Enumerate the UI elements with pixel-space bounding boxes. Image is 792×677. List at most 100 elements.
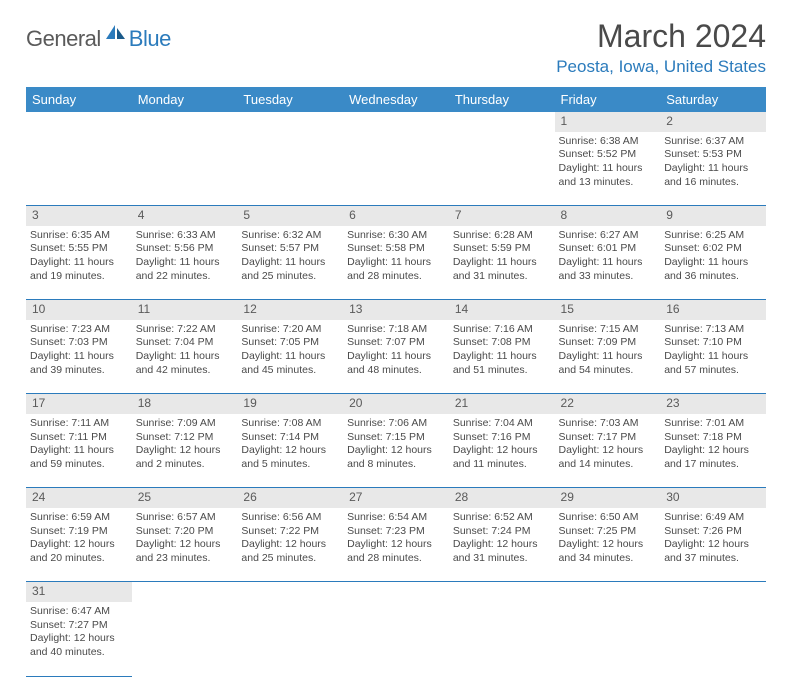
day-cell: Sunrise: 7:13 AMSunset: 7:10 PMDaylight:… [660,320,766,394]
day1-text: Daylight: 11 hours [559,256,657,270]
day-number: 17 [26,394,132,414]
day2-text: and 25 minutes. [241,552,339,566]
sunrise-text: Sunrise: 7:16 AM [453,323,551,337]
day-cell [132,602,238,676]
day-cell: Sunrise: 6:59 AMSunset: 7:19 PMDaylight:… [26,508,132,582]
day-cell: Sunrise: 6:54 AMSunset: 7:23 PMDaylight:… [343,508,449,582]
day1-text: Daylight: 11 hours [136,256,234,270]
day2-text: and 31 minutes. [453,270,551,284]
day2-text: and 36 minutes. [664,270,762,284]
sunrise-text: Sunrise: 6:50 AM [559,511,657,525]
day1-text: Daylight: 12 hours [559,538,657,552]
sunset-text: Sunset: 7:17 PM [559,431,657,445]
day-number: 28 [449,488,555,508]
day-number: 14 [449,300,555,320]
day2-text: and 57 minutes. [664,364,762,378]
day-cell [660,602,766,676]
page-title: March 2024 [556,18,766,55]
sunrise-text: Sunrise: 7:08 AM [241,417,339,431]
sunset-text: Sunset: 5:53 PM [664,148,762,162]
day-cell: Sunrise: 7:06 AMSunset: 7:15 PMDaylight:… [343,414,449,488]
sunset-text: Sunset: 7:03 PM [30,336,128,350]
day-number [237,582,343,602]
day2-text: and 19 minutes. [30,270,128,284]
sunrise-text: Sunrise: 6:38 AM [559,135,657,149]
weekday-header: Saturday [660,87,766,112]
day-cell [343,602,449,676]
sunset-text: Sunset: 7:16 PM [453,431,551,445]
day1-text: Daylight: 12 hours [559,444,657,458]
day2-text: and 28 minutes. [347,270,445,284]
sunrise-text: Sunrise: 6:49 AM [664,511,762,525]
sunrise-text: Sunrise: 7:06 AM [347,417,445,431]
day1-text: Daylight: 11 hours [559,162,657,176]
day2-text: and 2 minutes. [136,458,234,472]
day-cell [26,132,132,206]
sunrise-text: Sunrise: 6:37 AM [664,135,762,149]
sunset-text: Sunset: 7:24 PM [453,525,551,539]
day1-text: Daylight: 12 hours [347,444,445,458]
day1-text: Daylight: 11 hours [664,256,762,270]
sail-icon [105,24,127,45]
sunrise-text: Sunrise: 7:22 AM [136,323,234,337]
day-number: 18 [132,394,238,414]
day-cell [132,132,238,206]
day-number: 13 [343,300,449,320]
day-cell [449,132,555,206]
daynum-row: 10111213141516 [26,300,766,320]
sunrise-text: Sunrise: 6:33 AM [136,229,234,243]
day-cell: Sunrise: 6:28 AMSunset: 5:59 PMDaylight:… [449,226,555,300]
day2-text: and 42 minutes. [136,364,234,378]
weekday-header: Tuesday [237,87,343,112]
header: General Blue March 2024 Peosta, Iowa, Un… [26,18,766,77]
day-number [555,582,661,602]
day-number [132,112,238,132]
day2-text: and 16 minutes. [664,176,762,190]
day-cell: Sunrise: 6:27 AMSunset: 6:01 PMDaylight:… [555,226,661,300]
sunrise-text: Sunrise: 7:03 AM [559,417,657,431]
day2-text: and 34 minutes. [559,552,657,566]
detail-row: Sunrise: 6:35 AMSunset: 5:55 PMDaylight:… [26,226,766,300]
day2-text: and 8 minutes. [347,458,445,472]
sunrise-text: Sunrise: 6:57 AM [136,511,234,525]
day-number: 10 [26,300,132,320]
day-number: 22 [555,394,661,414]
day-cell: Sunrise: 6:35 AMSunset: 5:55 PMDaylight:… [26,226,132,300]
day-number [660,582,766,602]
day-cell: Sunrise: 7:15 AMSunset: 7:09 PMDaylight:… [555,320,661,394]
day-number [449,582,555,602]
logo-text-blue: Blue [129,26,171,52]
day1-text: Daylight: 12 hours [241,538,339,552]
sunset-text: Sunset: 7:27 PM [30,619,128,633]
day2-text: and 14 minutes. [559,458,657,472]
sunrise-text: Sunrise: 6:56 AM [241,511,339,525]
sunrise-text: Sunrise: 7:13 AM [664,323,762,337]
day-number [343,112,449,132]
sunrise-text: Sunrise: 6:59 AM [30,511,128,525]
day-cell: Sunrise: 6:52 AMSunset: 7:24 PMDaylight:… [449,508,555,582]
sunset-text: Sunset: 7:20 PM [136,525,234,539]
day-number: 3 [26,206,132,226]
day-cell: Sunrise: 7:18 AMSunset: 7:07 PMDaylight:… [343,320,449,394]
day1-text: Daylight: 11 hours [241,256,339,270]
sunset-text: Sunset: 7:09 PM [559,336,657,350]
day1-text: Daylight: 11 hours [30,256,128,270]
day-cell [449,602,555,676]
day-number: 24 [26,488,132,508]
detail-row: Sunrise: 6:59 AMSunset: 7:19 PMDaylight:… [26,508,766,582]
day1-text: Daylight: 12 hours [136,444,234,458]
day-cell: Sunrise: 6:32 AMSunset: 5:57 PMDaylight:… [237,226,343,300]
day1-text: Daylight: 11 hours [664,162,762,176]
day-number: 31 [26,582,132,602]
sunset-text: Sunset: 5:57 PM [241,242,339,256]
day-cell [237,602,343,676]
day-cell: Sunrise: 6:57 AMSunset: 7:20 PMDaylight:… [132,508,238,582]
sunset-text: Sunset: 7:26 PM [664,525,762,539]
sunset-text: Sunset: 6:01 PM [559,242,657,256]
sunrise-text: Sunrise: 6:25 AM [664,229,762,243]
day-number: 26 [237,488,343,508]
day-number [343,582,449,602]
day-cell: Sunrise: 7:11 AMSunset: 7:11 PMDaylight:… [26,414,132,488]
day2-text: and 31 minutes. [453,552,551,566]
sunset-text: Sunset: 5:58 PM [347,242,445,256]
